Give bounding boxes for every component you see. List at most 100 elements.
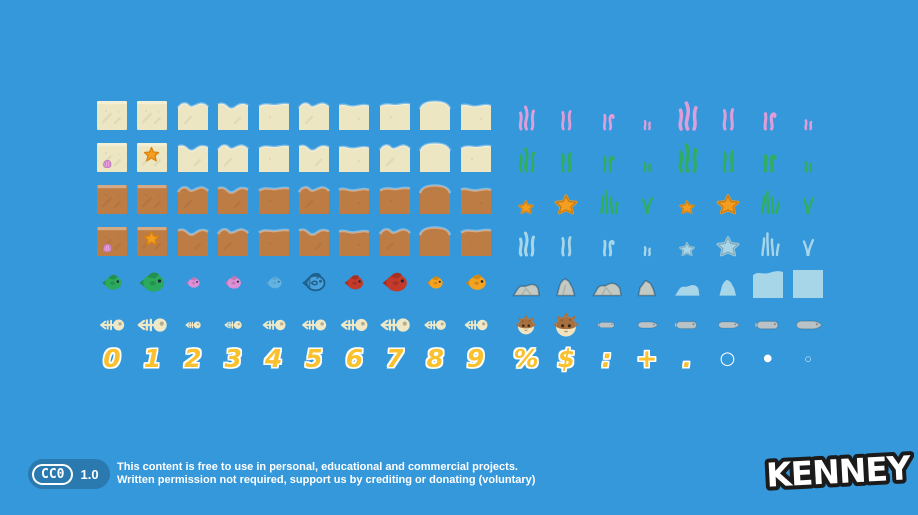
- glyph-0: 0: [103, 344, 121, 373]
- water-wave-tile-sprite: [752, 267, 784, 299]
- sand-dome-sprite: [419, 99, 451, 131]
- fishbone-e-sprite: [258, 309, 290, 341]
- dirt-dome-sprite: [419, 183, 451, 215]
- seaweed-green-curl-lg-sprite: [752, 141, 784, 173]
- sand-wave-c-sprite: [379, 99, 411, 131]
- sand-wave-d-sprite: [338, 141, 370, 173]
- seaweed-green-double-sprite: [550, 141, 582, 173]
- seaweed-pink-curl-lg-sprite: [752, 99, 784, 131]
- water-flat-tile-sprite: [792, 267, 824, 299]
- dirt-wave-d-sprite: [338, 225, 370, 257]
- grass-tall-sprite: [591, 183, 623, 215]
- sand-wave-c-sprite: [258, 99, 290, 131]
- dirt-wave-c-sprite: [258, 183, 290, 215]
- seaweed-pink-small-sprite: [631, 99, 663, 131]
- glyph-4: 4: [264, 344, 283, 373]
- dirt-flat-sprite: [136, 183, 168, 215]
- sand-wave-d-sprite: [460, 99, 492, 131]
- license-badge: CC0 1.0: [28, 459, 110, 489]
- sil-grass-split-sprite: [792, 225, 824, 257]
- fish-red-lg-sprite: [379, 267, 411, 299]
- dirt-flat-sprite: [96, 183, 128, 215]
- sand-wave-c-sprite: [460, 141, 492, 173]
- fish-green-sm-sprite: [96, 267, 128, 299]
- glyph-6: 6: [345, 344, 364, 373]
- starfish-sm-sprite: [671, 183, 703, 215]
- grayfish-a-sprite: [591, 309, 623, 341]
- glyph-3: 3: [224, 344, 242, 373]
- glyph-9: 9: [466, 344, 485, 373]
- glyph-dollar: $: [557, 344, 575, 373]
- fishbone-a-sprite: [96, 309, 128, 341]
- seaweed-pink-double-sprite: [550, 99, 582, 131]
- glyph-small-circle: ○: [805, 355, 812, 363]
- fish-blue-outline-sprite: [298, 267, 330, 299]
- seaweed-pink-triple-sprite: [510, 99, 542, 131]
- dirt-wave-a-sprite: [217, 225, 249, 257]
- dirt-wave-a-sprite: [177, 183, 209, 215]
- grass-split-sprite: [792, 183, 824, 215]
- seaweed-green-curl-sprite: [591, 141, 623, 173]
- sand-wave-b-sprite: [177, 141, 209, 173]
- sil-starfish-lg-sprite: [712, 225, 744, 257]
- dirt-star-sprite: [136, 225, 168, 257]
- dirt-wave-d-sprite: [460, 183, 492, 215]
- seaweed-green-double-lg-sprite: [712, 141, 744, 173]
- sand-dome-sprite: [419, 141, 451, 173]
- sand-wave-a-sprite: [177, 99, 209, 131]
- seaweed-pink-double-lg-sprite: [712, 99, 744, 131]
- grayfish-e-sprite: [752, 309, 784, 341]
- sil-seaweed-triple-sprite: [510, 225, 542, 257]
- fishbone-d-sprite: [217, 309, 249, 341]
- glyph-2: 2: [184, 344, 202, 373]
- kenney-logo: KENNEY: [762, 444, 914, 499]
- dirt-wave-c-sprite: [460, 225, 492, 257]
- fish-green-lg-sprite: [136, 267, 168, 299]
- dirt-wave-b-sprite: [217, 183, 249, 215]
- fishbone-j-sprite: [460, 309, 492, 341]
- sand-wave-d-sprite: [338, 99, 370, 131]
- seaweed-green-triple-sprite: [510, 141, 542, 173]
- seaweed-pink-small-lg-sprite: [792, 99, 824, 131]
- sand-wave-b-sprite: [217, 99, 249, 131]
- sil-rock-low-sprite: [671, 267, 703, 299]
- puffer-sm-sprite: [510, 309, 542, 341]
- fish-red-sm-sprite: [338, 267, 370, 299]
- fishbone-f-sprite: [298, 309, 330, 341]
- fishbone-b-sprite: [136, 309, 168, 341]
- dirt-wave-a-sprite: [298, 183, 330, 215]
- sil-seaweed-curl-sprite: [591, 225, 623, 257]
- fish-pink-lg-sprite: [217, 267, 249, 299]
- fish-orange-sm-sprite: [419, 267, 451, 299]
- seaweed-pink-curl-sprite: [591, 99, 623, 131]
- grass-split-sprite: [631, 183, 663, 215]
- grayfish-f-sprite: [792, 309, 824, 341]
- fish-orange-lg-sprite: [460, 267, 492, 299]
- rock-tall-sprite: [550, 267, 582, 299]
- seaweed-green-small-sprite: [631, 141, 663, 173]
- glyph-7: 7: [386, 344, 404, 373]
- fish-pink-sm-sprite: [177, 267, 209, 299]
- glyph-period: .: [682, 344, 692, 373]
- seaweed-green-triple-lg-sprite: [671, 141, 703, 173]
- glyph-1: 1: [143, 344, 162, 373]
- dirt-wave-c-sprite: [379, 183, 411, 215]
- starfish-lg-sprite: [550, 183, 582, 215]
- sand-wave-a-sprite: [379, 141, 411, 173]
- fishbone-h-sprite: [379, 309, 411, 341]
- seaweed-pink-triple-lg-sprite: [671, 99, 703, 131]
- dirt-wave-b-sprite: [177, 225, 209, 257]
- glyph-colon: :: [601, 344, 612, 373]
- dirt-wave-b-sprite: [298, 225, 330, 257]
- sil-seaweed-small-sprite: [631, 225, 663, 257]
- grayfish-c-sprite: [671, 309, 703, 341]
- glyph-8: 8: [426, 344, 444, 373]
- sand-wave-a-sprite: [217, 141, 249, 173]
- grass-tall-sprite: [752, 183, 784, 215]
- dirt-wave-a-sprite: [379, 225, 411, 257]
- fish-blue-ghost-sprite: [258, 267, 290, 299]
- seaweed-green-small-lg-sprite: [792, 141, 824, 173]
- puffer-lg-sprite: [550, 309, 582, 341]
- license-text: This content is free to use in personal,…: [117, 461, 535, 487]
